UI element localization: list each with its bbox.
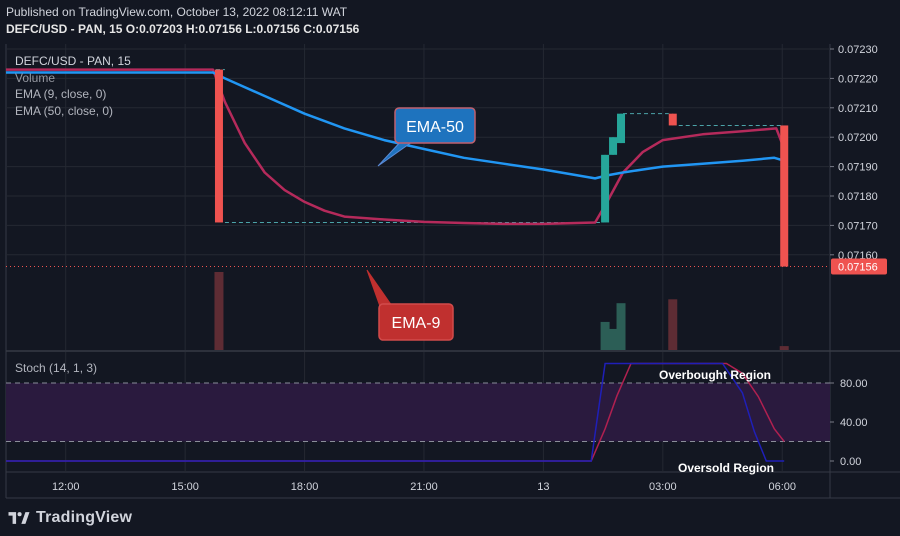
footer: TradingView <box>0 504 900 536</box>
ema9-callout-box <box>378 303 454 341</box>
ema50-callout: EMA-50 <box>377 107 476 167</box>
volume-bar <box>779 346 789 350</box>
legend-symbol[interactable]: DEFC/USD - PAN, 15 <box>15 54 131 68</box>
overbought-label: Overbought Region <box>659 368 771 382</box>
ema50-callout-box <box>394 107 476 144</box>
last-price-label: 0.07156 <box>838 262 878 274</box>
oversold-label: Oversold Region <box>678 461 774 475</box>
price-tick-label: 0.07170 <box>838 220 878 232</box>
volume-bar <box>668 299 678 350</box>
price-tick-label: 0.07230 <box>838 44 878 56</box>
ema50-callout-label: EMA-50 <box>406 119 464 136</box>
candle-body <box>601 154 610 223</box>
volume-bars <box>214 272 789 350</box>
ema9-line <box>6 68 786 226</box>
tradingview-logo-icon <box>8 512 30 524</box>
ema-lines <box>6 68 786 226</box>
stoch-tick-label: 0.00 <box>840 456 861 468</box>
legend-volume[interactable]: Volume <box>15 71 55 85</box>
legend-ema50[interactable]: EMA (50, close, 0) <box>15 104 113 118</box>
price-axis[interactable]: 0.07230 0.07220 0.07210 0.07200 0.07190 0.071… <box>830 44 887 468</box>
time-tick-label: 13 <box>537 481 549 493</box>
main-pane[interactable] <box>6 44 830 350</box>
stoch-lines <box>6 362 785 462</box>
price-tick-label: 0.07180 <box>838 191 878 203</box>
stoch-tick-label: 80.00 <box>840 378 868 390</box>
candle-body <box>668 113 677 126</box>
time-tick-label: 06:00 <box>768 481 796 493</box>
stoch-k-line <box>6 362 785 462</box>
ema50-line <box>6 71 785 180</box>
header: Published on TradingView.com, October 13… <box>0 0 900 44</box>
volume-bar <box>600 321 610 350</box>
candle-body <box>780 125 789 267</box>
tradingview-logo[interactable]: TradingView <box>8 509 132 527</box>
price-tick-label: 0.07190 <box>838 162 878 174</box>
time-tick-label: 21:00 <box>410 481 438 493</box>
volume-bar <box>214 272 224 350</box>
ema9-callout-label: EMA-9 <box>392 315 441 332</box>
stoch-tick-label: 40.00 <box>840 417 868 429</box>
price-tick-label: 0.07200 <box>838 132 878 144</box>
published-line: Published on TradingView.com, October 13… <box>6 5 348 19</box>
price-tick-label: 0.07210 <box>838 103 878 115</box>
volume-bar <box>608 328 618 350</box>
chart-canvas[interactable]: 0.07230 0.07220 0.07210 0.07200 0.07190 0.071… <box>0 0 900 504</box>
legend-stoch[interactable]: Stoch (14, 1, 3) <box>15 361 97 375</box>
stoch-band <box>6 382 830 442</box>
candles <box>214 69 789 267</box>
candle-body <box>617 113 626 144</box>
stoch-band-fill <box>6 383 830 442</box>
time-tick-label: 03:00 <box>649 481 677 493</box>
tradingview-wordmark: TradingView <box>36 509 133 526</box>
legend-ema9[interactable]: EMA (9, close, 0) <box>15 87 106 101</box>
time-tick-label: 15:00 <box>171 481 199 493</box>
price-tick-label: 0.07220 <box>838 73 878 85</box>
time-tick-label: 18:00 <box>291 481 319 493</box>
ema9-callout: EMA-9 <box>366 269 454 341</box>
ohlc-line: DEFC/USD - PAN, 15 O:0.07203 H:0.07156 L… <box>6 22 360 36</box>
time-tick-label: 12:00 <box>52 481 80 493</box>
candle-body <box>609 137 618 155</box>
candle-body <box>214 69 223 223</box>
time-axis[interactable]: 12:00 15:00 18:00 21:00 13 03:00 06:00 <box>52 481 796 493</box>
volume-bar <box>616 303 626 350</box>
last-price-badge <box>831 258 887 275</box>
